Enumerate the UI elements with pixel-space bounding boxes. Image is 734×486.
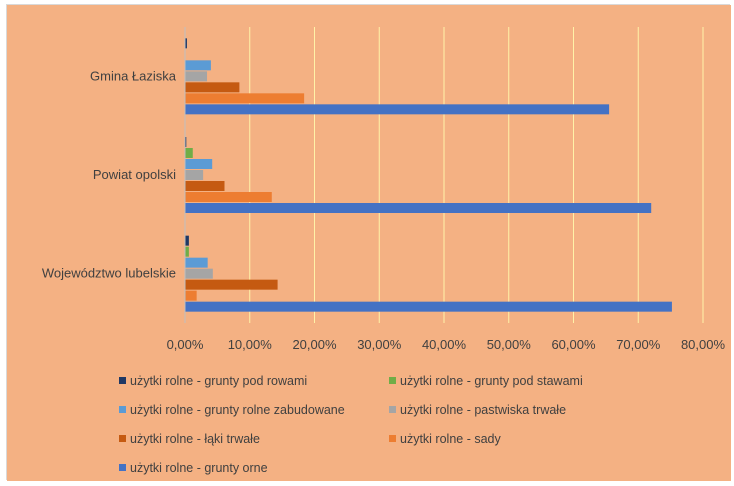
legend-swatch (389, 435, 396, 442)
bar (185, 71, 208, 82)
bar (185, 203, 652, 213)
legend-swatch (119, 435, 126, 442)
bar (185, 279, 278, 290)
legend-label: użytki rolne - pastwiska trwałe (400, 403, 566, 417)
gridlines (249, 27, 704, 323)
category-label: Powiat opolski (93, 167, 176, 182)
category-label: Gmina Łaziska (90, 68, 177, 83)
legend-label: użytki rolne - grunty rolne zabudowane (130, 403, 345, 417)
legend-label: użytki rolne - sady (400, 432, 501, 446)
x-axis-tick-labels: 0,00% 10,00% 20,00% 30,00% 40,00% 50,00% 60,00… (167, 337, 726, 352)
bar (185, 104, 610, 115)
legend-swatch (119, 464, 126, 471)
bar (185, 301, 672, 312)
category-labels: Gmina Łaziska Powiat opolski Województwo l… (42, 68, 177, 280)
bar (185, 93, 305, 104)
x-tick-label: 0,00% (167, 337, 204, 352)
legend-label: użytki rolne - łąki trwałe (130, 432, 260, 446)
bar (185, 38, 187, 49)
bar (185, 257, 208, 268)
bar (185, 246, 189, 257)
bar (185, 82, 240, 93)
legend-label: użytki rolne - grunty pod stawami (400, 374, 583, 388)
bar (185, 148, 193, 158)
bar (185, 170, 204, 180)
bar-chart: 0,00% 10,00% 20,00% 30,00% 40,00% 50,00% 60,00… (7, 5, 731, 481)
bar (185, 137, 187, 147)
x-tick-label: 40,00% (422, 337, 467, 352)
x-tick-label: 20,00% (292, 337, 337, 352)
legend-swatch (119, 406, 126, 413)
x-tick-label: 50,00% (487, 337, 532, 352)
x-tick-label: 70,00% (616, 337, 661, 352)
legend-swatch (389, 377, 396, 384)
bar (185, 181, 225, 191)
legend-swatch (389, 406, 396, 413)
x-tick-label: 30,00% (357, 337, 402, 352)
chart-background (7, 5, 731, 481)
bar (185, 290, 197, 301)
category-label: Województwo lubelskie (42, 266, 176, 281)
bar (185, 60, 211, 71)
bar (185, 159, 213, 169)
bar (185, 235, 189, 246)
bar (185, 192, 272, 202)
x-tick-label: 60,00% (551, 337, 596, 352)
legend-label: użytki rolne - grunty orne (130, 461, 268, 475)
x-tick-label: 80,00% (681, 337, 726, 352)
x-tick-label: 10,00% (228, 337, 273, 352)
legend: użytki rolne - grunty pod rowami użytki r… (119, 374, 583, 475)
bars (185, 38, 672, 312)
bar (185, 268, 213, 279)
legend-label: użytki rolne - grunty pod rowami (130, 374, 307, 388)
legend-swatch (119, 377, 126, 384)
chart-frame: 0,00% 10,00% 20,00% 30,00% 40,00% 50,00% 60,00… (6, 4, 731, 481)
